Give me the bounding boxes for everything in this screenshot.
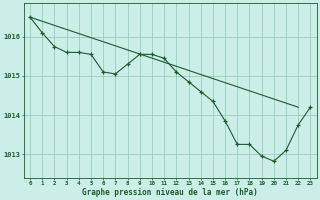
X-axis label: Graphe pression niveau de la mer (hPa): Graphe pression niveau de la mer (hPa) (82, 188, 258, 197)
